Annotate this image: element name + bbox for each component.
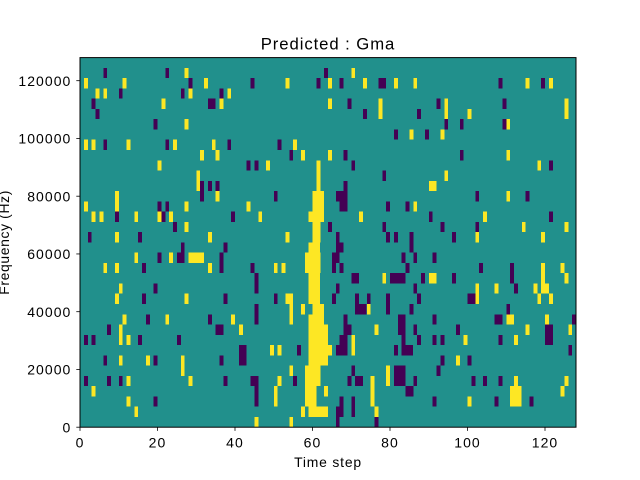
- svg-text:0: 0: [76, 435, 85, 451]
- svg-text:Time step: Time step: [294, 454, 362, 470]
- svg-text:20: 20: [149, 435, 167, 451]
- svg-text:100000: 100000: [18, 131, 71, 147]
- svg-text:Frequency (Hz): Frequency (Hz): [0, 190, 12, 295]
- svg-text:20000: 20000: [27, 362, 71, 378]
- svg-text:100: 100: [454, 435, 481, 451]
- svg-text:40: 40: [226, 435, 244, 451]
- svg-text:60: 60: [304, 435, 322, 451]
- svg-text:0: 0: [63, 419, 72, 435]
- svg-text:120000: 120000: [18, 73, 71, 89]
- svg-text:80: 80: [381, 435, 399, 451]
- svg-text:60000: 60000: [27, 246, 71, 262]
- svg-text:40000: 40000: [27, 304, 71, 320]
- svg-text:120: 120: [532, 435, 559, 451]
- svg-text:80000: 80000: [27, 188, 71, 204]
- svg-text:Predicted : Gma: Predicted : Gma: [261, 34, 396, 53]
